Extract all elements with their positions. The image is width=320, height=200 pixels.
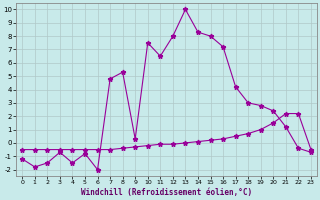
X-axis label: Windchill (Refroidissement éolien,°C): Windchill (Refroidissement éolien,°C) — [81, 188, 252, 197]
